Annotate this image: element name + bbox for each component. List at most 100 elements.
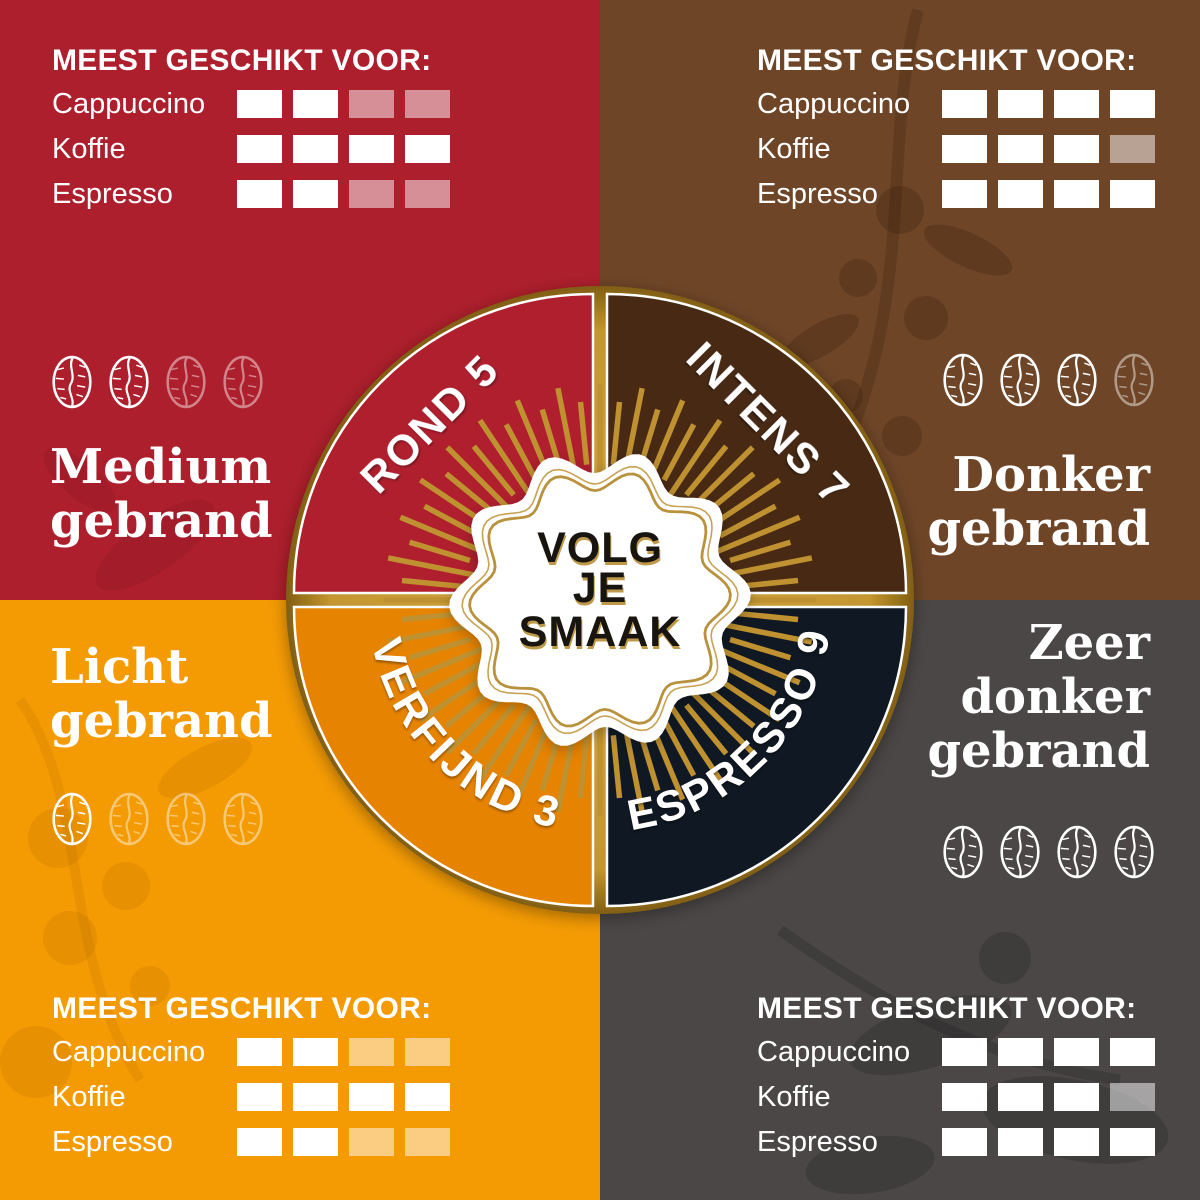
- table-row: Cappuccino: [757, 90, 1155, 119]
- table-header: MEEST GESCHIKT VOOR:: [757, 44, 1137, 77]
- rating-square: [293, 1038, 338, 1066]
- rating-square: [349, 90, 394, 118]
- coffee-bean-icon: [50, 781, 94, 857]
- roast-level-beans-medium: [50, 344, 265, 420]
- rating-cells: [942, 135, 1155, 163]
- roast-title-donker: Donker gebrand: [927, 447, 1150, 557]
- drink-label: Koffie: [757, 133, 831, 165]
- suitability-table-licht: MEEST GESCHIKT VOOR: Cappuccino Koffie E…: [52, 992, 450, 1173]
- rating-cells: [942, 90, 1155, 118]
- coffee-bean-icon: [164, 781, 208, 857]
- rating-cells: [237, 1128, 450, 1156]
- rating-square: [405, 1128, 450, 1156]
- rating-square: [942, 90, 987, 118]
- rating-cells: [237, 135, 450, 163]
- badge-line-2: JE: [573, 564, 628, 612]
- rating-square: [1054, 135, 1099, 163]
- rating-cells: [942, 180, 1155, 208]
- coffee-bean-icon: [998, 342, 1042, 418]
- rating-square: [1054, 1038, 1099, 1066]
- roast-level-beans-donker: [941, 342, 1156, 418]
- rating-square: [1110, 1038, 1155, 1066]
- table-row: Espresso: [52, 178, 450, 210]
- roast-level-beans-zeer-donker: [941, 814, 1156, 890]
- drink-label: Espresso: [52, 1126, 173, 1158]
- rating-cells: [942, 1128, 1155, 1156]
- rating-square: [998, 1128, 1043, 1156]
- rating-square: [405, 90, 450, 118]
- rating-square: [998, 90, 1043, 118]
- rating-square: [349, 1038, 394, 1066]
- rating-square: [1110, 180, 1155, 208]
- drink-label: Espresso: [757, 1126, 878, 1158]
- drink-label: Cappuccino: [52, 88, 206, 120]
- center-badge: [449, 454, 751, 746]
- rating-square: [293, 1083, 338, 1111]
- rating-square: [1110, 1128, 1155, 1156]
- rating-square: [349, 180, 394, 208]
- rating-square: [293, 180, 338, 208]
- table-header: MEEST GESCHIKT VOOR:: [52, 44, 432, 77]
- rating-square: [942, 180, 987, 208]
- table-row: Espresso: [52, 1126, 450, 1158]
- rating-square: [237, 90, 282, 118]
- badge-line-3: SMAAK: [519, 608, 682, 656]
- coffee-bean-icon: [107, 344, 151, 420]
- drink-label: Cappuccino: [757, 1036, 911, 1068]
- rating-square: [1054, 1128, 1099, 1156]
- table-row: Koffie: [757, 1081, 1155, 1113]
- drink-label: Koffie: [52, 133, 126, 165]
- roast-level-beans-licht: [50, 781, 265, 857]
- rating-square: [942, 1083, 987, 1111]
- table-row: Espresso: [757, 178, 1155, 210]
- coffee-bean-icon: [107, 781, 151, 857]
- rating-square: [349, 1083, 394, 1111]
- table-row: Cappuccino: [52, 88, 450, 120]
- rating-square: [237, 180, 282, 208]
- rating-square: [998, 1038, 1043, 1066]
- drink-label: Espresso: [757, 178, 878, 210]
- badge-gold-ring-inner: [468, 472, 732, 728]
- roast-title-medium: Medium gebrand: [50, 439, 273, 549]
- rating-square: [942, 1038, 987, 1066]
- rating-square: [1054, 90, 1099, 118]
- coffee-bean-icon: [1055, 814, 1099, 890]
- badge-gold-ring-outer: [461, 465, 739, 735]
- badge-line-1: VOLG: [537, 524, 663, 572]
- rating-cells: [237, 1038, 450, 1066]
- taste-wheel: VOLG JE SMAAK ROND 5 INTENS 7 VERFIJND 3…: [286, 286, 914, 914]
- rating-square: [293, 135, 338, 163]
- rating-square: [293, 1128, 338, 1156]
- rating-cells: [237, 180, 450, 208]
- table-row: Cappuccino: [52, 1038, 450, 1067]
- rating-cells: [942, 1083, 1155, 1111]
- roast-title-zeer-donker: Zeer donker gebrand: [927, 615, 1150, 779]
- roast-title-licht: Licht gebrand: [50, 639, 273, 749]
- coffee-bean-icon: [221, 344, 265, 420]
- rating-square: [349, 1128, 394, 1156]
- drink-label: Espresso: [52, 178, 173, 210]
- table-row: Koffie: [757, 133, 1155, 165]
- rating-square: [237, 1128, 282, 1156]
- rating-square: [1110, 1083, 1155, 1111]
- suitability-table-zeer-donker: MEEST GESCHIKT VOOR: Cappuccino Koffie E…: [757, 992, 1155, 1173]
- rating-square: [293, 90, 338, 118]
- rating-square: [998, 135, 1043, 163]
- drink-label: Koffie: [757, 1081, 831, 1113]
- rating-cells: [237, 90, 450, 118]
- rating-square: [237, 135, 282, 163]
- table-header: MEEST GESCHIKT VOOR:: [52, 992, 432, 1025]
- rating-square: [1054, 1083, 1099, 1111]
- rating-square: [237, 1038, 282, 1066]
- suitability-table-medium: MEEST GESCHIKT VOOR: Cappuccino Koffie E…: [52, 44, 450, 225]
- coffee-bean-icon: [1055, 342, 1099, 418]
- table-row: Espresso: [757, 1126, 1155, 1158]
- rating-square: [405, 1038, 450, 1066]
- coffee-bean-icon: [941, 342, 985, 418]
- drink-label: Koffie: [52, 1081, 126, 1113]
- rating-square: [405, 1083, 450, 1111]
- rating-square: [237, 1083, 282, 1111]
- rating-square: [1054, 180, 1099, 208]
- coffee-bean-icon: [941, 814, 985, 890]
- rating-square: [998, 180, 1043, 208]
